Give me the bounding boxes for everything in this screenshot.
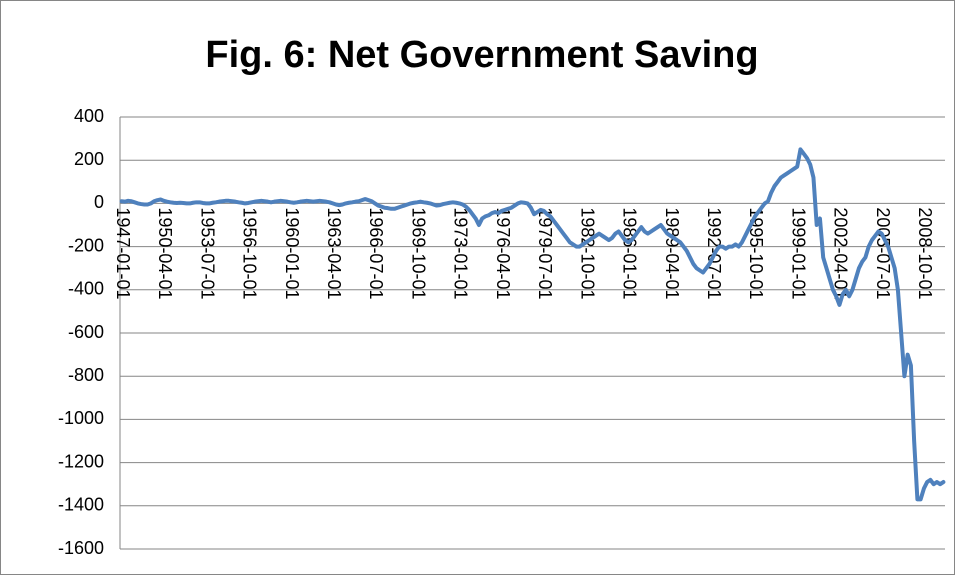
y-tick-label: -1600 xyxy=(58,538,104,558)
y-tick-label: 200 xyxy=(74,149,104,169)
x-tick-label: 1995-10-01 xyxy=(746,207,766,299)
x-tick-label: 1950-04-01 xyxy=(155,207,175,299)
x-tick-label: 1947-01-01 xyxy=(113,207,133,299)
y-tick-label: -800 xyxy=(68,365,104,385)
x-tick-label: 2002-04-01 xyxy=(831,207,851,299)
x-tick-label: 2008-10-01 xyxy=(915,207,935,299)
x-tick-label: 1986-01-01 xyxy=(620,207,640,299)
y-tick-label: -400 xyxy=(68,279,104,299)
x-tick-label: 1979-07-01 xyxy=(535,207,555,299)
x-tick-label: 1976-04-01 xyxy=(493,207,513,299)
y-tick-label: 400 xyxy=(74,106,104,126)
x-tick-label: 1989-04-01 xyxy=(662,207,682,299)
y-tick-label: -1000 xyxy=(58,408,104,428)
x-tick-label: 1963-04-01 xyxy=(324,207,344,299)
y-tick-label: 0 xyxy=(94,192,104,212)
x-tick-label: 1953-07-01 xyxy=(197,207,217,299)
x-tick-label: 1966-07-01 xyxy=(366,207,386,299)
y-tick-label: -200 xyxy=(68,235,104,255)
x-tick-label: 1969-10-01 xyxy=(408,207,428,299)
y-tick-label: -1400 xyxy=(58,495,104,515)
x-tick-label: 1999-01-01 xyxy=(788,207,808,299)
chart-title: Fig. 6: Net Government Saving xyxy=(205,34,758,76)
y-tick-label: -1200 xyxy=(58,451,104,471)
data-line xyxy=(119,147,946,502)
x-tick-label: 1973-01-01 xyxy=(451,207,471,299)
x-tick-label: 1982-10-01 xyxy=(577,207,597,299)
y-tick-label: -600 xyxy=(68,322,104,342)
x-tick-label: 1960-01-01 xyxy=(282,207,302,299)
x-tick-label: 1956-10-01 xyxy=(240,207,260,299)
